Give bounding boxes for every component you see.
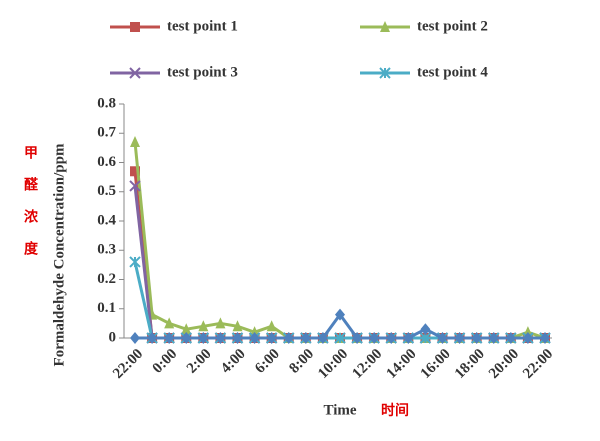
y-tick-label: 0.1: [97, 300, 116, 316]
x-tick-label: 2:00: [184, 346, 215, 377]
data-point: [522, 332, 533, 344]
data-point: [266, 332, 277, 344]
data-point: [181, 323, 192, 335]
data-point: [129, 256, 141, 268]
data-point: [317, 332, 328, 344]
x-tick-label: 22:00: [110, 346, 146, 382]
x-tick-label: 8:00: [286, 346, 317, 377]
data-point: [352, 332, 363, 344]
data-point: [249, 332, 260, 344]
x-tick-label: 16:00: [418, 346, 454, 382]
data-point: [471, 332, 482, 344]
data-point: [505, 332, 516, 344]
x-label-cn: 时间: [381, 402, 409, 419]
x-tick-label: 18:00: [452, 346, 488, 382]
y-tick-label: 0.7: [97, 125, 116, 141]
data-point: [334, 332, 346, 344]
legend-label: test point 2: [417, 18, 488, 34]
y-tick-label: 0.3: [97, 242, 116, 258]
x-tick-label: 20:00: [486, 346, 522, 382]
y-tick-label: 0.5: [97, 183, 116, 199]
data-point: [420, 323, 431, 336]
data-point: [198, 320, 209, 332]
data-point: [129, 180, 141, 192]
data-point: [488, 332, 499, 344]
data-point: [454, 332, 465, 344]
legend-marker: [130, 22, 140, 32]
x-tick-label: 6:00: [252, 346, 283, 377]
legend-marker: [380, 21, 390, 32]
data-point: [283, 332, 294, 344]
y-tick-label: 0.4: [97, 212, 116, 228]
x-tick-label: 10:00: [315, 346, 351, 382]
data-point: [198, 332, 209, 344]
data-point: [403, 332, 414, 344]
data-point: [215, 317, 226, 329]
x-tick-label: 22:00: [520, 346, 556, 382]
x-tick-label: 12:00: [349, 346, 385, 382]
data-point: [369, 332, 380, 344]
y-label-cn: 甲醛浓度: [22, 145, 38, 273]
legend-label: test point 3: [167, 64, 238, 80]
data-point: [130, 136, 140, 148]
data-point: [266, 320, 277, 332]
data-point: [232, 332, 243, 344]
data-point: [181, 332, 192, 344]
data-point: [130, 332, 140, 344]
data-point: [386, 332, 397, 344]
data-point: [300, 332, 311, 344]
x-label: Time: [323, 402, 356, 418]
data-point: [164, 332, 175, 344]
x-tick-label: 4:00: [218, 346, 249, 377]
data-point: [130, 166, 140, 177]
data-point: [437, 332, 448, 344]
legend-label: test point 4: [417, 64, 488, 80]
x-tick-label: 0:00: [150, 346, 181, 377]
y-label: Formaldehyde Concentration/ppm: [51, 143, 67, 366]
data-point: [232, 320, 243, 332]
data-point: [335, 308, 345, 321]
y-tick-label: 0: [109, 329, 117, 345]
y-tick-label: 0.6: [97, 154, 116, 170]
legend-label: test point 1: [167, 18, 238, 34]
data-point: [215, 332, 226, 344]
data-point: [147, 332, 158, 344]
legend-marker: [379, 67, 391, 79]
y-tick-label: 0.2: [97, 271, 116, 287]
x-tick-label: 14:00: [384, 346, 420, 382]
data-point: [164, 317, 175, 329]
data-point: [540, 332, 550, 344]
y-tick-label: 0.8: [97, 95, 116, 111]
legend-marker: [129, 67, 141, 79]
